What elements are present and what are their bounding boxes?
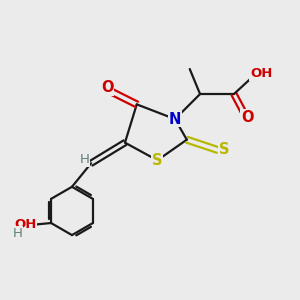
Text: O: O: [241, 110, 253, 125]
Text: H: H: [80, 153, 90, 166]
Text: OH: OH: [14, 218, 36, 231]
Text: OH: OH: [250, 67, 272, 80]
Text: H: H: [12, 227, 22, 240]
Text: N: N: [169, 112, 181, 127]
Text: S: S: [152, 153, 163, 168]
Text: O: O: [101, 80, 114, 95]
Text: S: S: [219, 142, 230, 158]
